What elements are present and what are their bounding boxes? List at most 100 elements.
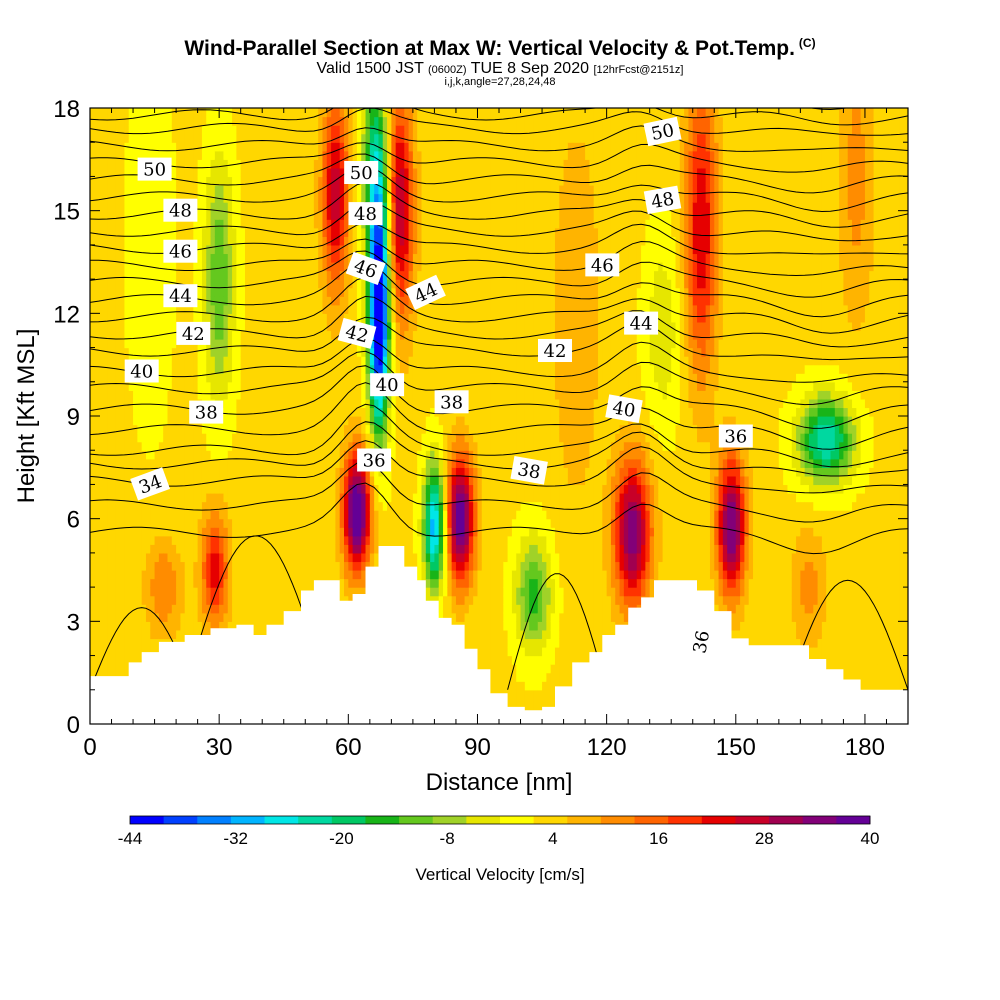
section-parameters: i,j,k,angle=27,28,24,48: [444, 76, 556, 88]
contour-label: 36: [686, 623, 716, 661]
x-axis-label: Distance [nm]: [426, 769, 573, 796]
colorbar-swatch: [163, 816, 198, 824]
contour-label: 36: [718, 424, 753, 448]
contour-label: 46: [585, 253, 620, 277]
contour-label: 50: [344, 161, 379, 184]
colorbar-label: Vertical Velocity [cm/s]: [415, 865, 584, 884]
colorbar-swatch: [668, 816, 703, 824]
contour-label: 50: [643, 116, 682, 147]
theta-contour: [90, 222, 908, 255]
theta-contour: [90, 181, 908, 228]
theta-contour: [90, 276, 908, 334]
contour-label: 40: [124, 359, 159, 383]
y-tick-label: 6: [67, 507, 80, 534]
contour-label: 44: [405, 274, 446, 310]
contour-label: 46: [163, 239, 198, 263]
copyright-mark: (C): [798, 36, 816, 50]
theta-contour: [90, 316, 908, 361]
theta-contour: [90, 108, 908, 136]
theta-contour: [90, 238, 908, 277]
colorbar-tick-label: -8: [440, 829, 455, 848]
colorbar-swatch: [600, 816, 635, 824]
y-tick-label: 0: [67, 712, 80, 739]
y-tick-label: 3: [67, 609, 80, 636]
theta-contour: [90, 365, 908, 429]
colorbar-swatch: [230, 816, 265, 824]
colorbar-tick-label: 28: [755, 829, 774, 848]
theta-contour: [90, 153, 908, 194]
x-tick-label: 90: [464, 734, 491, 761]
colorbar-tick-label: 40: [861, 829, 880, 848]
contour-label: 38: [434, 390, 469, 414]
colorbar-swatch: [533, 816, 568, 824]
x-tick-label: 30: [206, 734, 233, 761]
contour-label: 44: [163, 284, 198, 308]
contour-label: 40: [605, 394, 643, 423]
y-axis-label: Height [Kft MSL]: [13, 329, 40, 504]
contour-label: 38: [510, 456, 548, 485]
terrain: [90, 546, 908, 724]
theta-contour: [787, 579, 908, 690]
y-tick-label: 18: [53, 96, 80, 123]
colorbar-swatch: [365, 816, 400, 824]
y-tick-label: 15: [53, 199, 80, 226]
theta-contour: [90, 142, 908, 173]
x-tick-label: 120: [587, 734, 627, 761]
x-axis: 0 30 60 90 120 150 180: [83, 108, 909, 761]
contour-label: 42: [176, 321, 211, 345]
theta-contour: [90, 350, 908, 406]
y-tick-label: 9: [67, 404, 80, 431]
colorbar-swatch: [836, 816, 871, 824]
contour-label: 40: [370, 373, 405, 397]
colorbar-swatch: [701, 816, 736, 824]
contour-label: 38: [189, 400, 224, 424]
colorbar-tick-label: -20: [329, 829, 354, 848]
colorbar-tick-label: 16: [649, 829, 668, 848]
colorbar-swatch: [264, 816, 299, 824]
colorbar-swatch: [500, 816, 535, 824]
colorbar-swatch: [802, 816, 837, 824]
colorbar-tick-label: -44: [118, 829, 143, 848]
x-tick-label: 150: [716, 734, 756, 761]
contour-label: 42: [538, 339, 572, 362]
contour-label: 44: [624, 311, 659, 335]
theta-contour: [507, 573, 608, 690]
contour-label: 50: [137, 157, 172, 181]
theta-contour: [90, 461, 908, 523]
theta-contour: [90, 403, 908, 468]
colorbar-swatch: [735, 816, 770, 824]
theta-contour: [90, 261, 908, 318]
colorbar-swatch: [399, 816, 434, 824]
theta-contour: [90, 295, 908, 348]
colorbar-swatch: [634, 816, 669, 824]
theta-contour: [90, 201, 908, 242]
theta-contour: [90, 482, 908, 555]
x-tick-label: 0: [83, 734, 96, 761]
colorbar-swatch: [567, 816, 602, 824]
theta-contour: [90, 165, 908, 213]
theta-contour: [90, 250, 908, 298]
colorbar-swatch: [298, 816, 333, 824]
theta-contour: [808, 108, 849, 111]
chart-subtitle: Valid 1500 JST (0600Z) TUE 8 Sep 2020 [1…: [316, 60, 684, 77]
colorbar-swatch: [432, 816, 467, 824]
colorbar-swatch: [769, 816, 804, 824]
contour-label: 48: [348, 202, 383, 226]
colorbar-swatch: [130, 816, 165, 824]
contour-label: 48: [163, 198, 198, 222]
theta-contour: [90, 337, 908, 383]
theta-contour: [90, 125, 908, 152]
theta-contour: [90, 382, 908, 450]
x-tick-label: 180: [845, 734, 885, 761]
chart-title: Wind-Parallel Section at Max W: Vertical…: [184, 36, 816, 60]
contour-label: 48: [643, 185, 682, 215]
terrain-mask: [90, 546, 908, 724]
x-tick-label: 60: [335, 734, 362, 761]
theta-contour: [90, 108, 908, 126]
potential-temperature-contours: [90, 108, 908, 690]
colorbar-swatch: [331, 816, 366, 824]
y-tick-label: 12: [53, 301, 80, 328]
